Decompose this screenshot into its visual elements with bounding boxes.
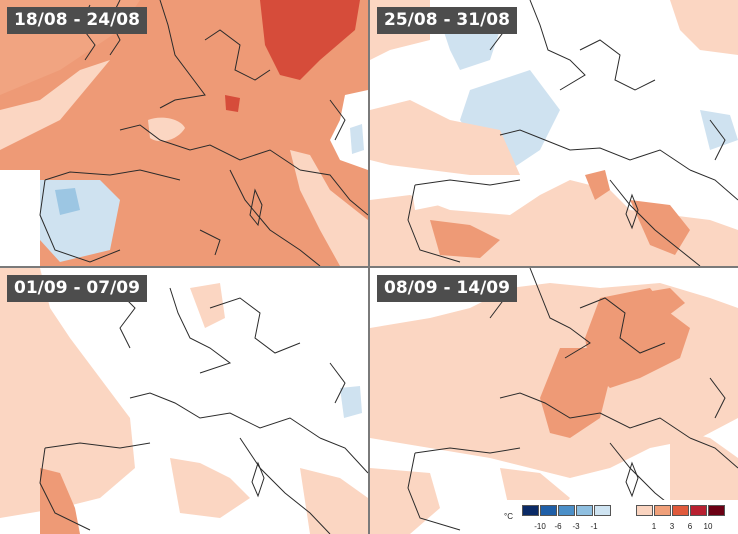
- map-panel-week-2: 25/08 - 31/08: [370, 0, 738, 266]
- week-date-range-label: 25/08 - 31/08: [377, 7, 517, 34]
- legend-tick: -10: [534, 522, 546, 531]
- week-date-range-label: 01/09 - 07/09: [7, 275, 147, 302]
- legend-swatch-warm-1: [636, 505, 653, 516]
- legend-tick: -1: [590, 522, 598, 531]
- legend-tick: 3: [669, 522, 675, 531]
- week-date-range-label: 08/09 - 14/09: [377, 275, 517, 302]
- legend-swatch-warm-3: [672, 505, 689, 516]
- legend-tick: -3: [572, 522, 580, 531]
- legend-swatch-cold-3: [558, 505, 575, 516]
- legend-tick: 10: [703, 522, 713, 531]
- map-panel-week-3: 01/09 - 07/09: [0, 268, 368, 534]
- legend-tick: 1: [651, 522, 657, 531]
- anomaly-map-4: [370, 268, 738, 534]
- anomaly-map-3: [0, 268, 368, 534]
- anomaly-map-1: [0, 0, 368, 266]
- legend-swatch-cold-2: [576, 505, 593, 516]
- legend-swatch-cold-4: [540, 505, 557, 516]
- legend-swatch-cold-1: [594, 505, 611, 516]
- map-panel-week-4: 08/09 - 14/09: [370, 268, 738, 534]
- legend-swatch-warm-5: [708, 505, 725, 516]
- anomaly-map-2: [370, 0, 738, 266]
- map-panel-week-1: 18/08 - 24/08: [0, 0, 368, 266]
- legend-unit: °C: [504, 512, 513, 521]
- color-legend: °C -10 -6 -3 -1 1 3 6 10: [498, 500, 738, 534]
- week-date-range-label: 18/08 - 24/08: [7, 7, 147, 34]
- legend-swatch-warm-4: [690, 505, 707, 516]
- legend-swatch-warm-2: [654, 505, 671, 516]
- horizontal-divider: [0, 266, 738, 268]
- legend-swatch-cold-5: [522, 505, 539, 516]
- legend-tick: 6: [687, 522, 693, 531]
- legend-tick: -6: [554, 522, 562, 531]
